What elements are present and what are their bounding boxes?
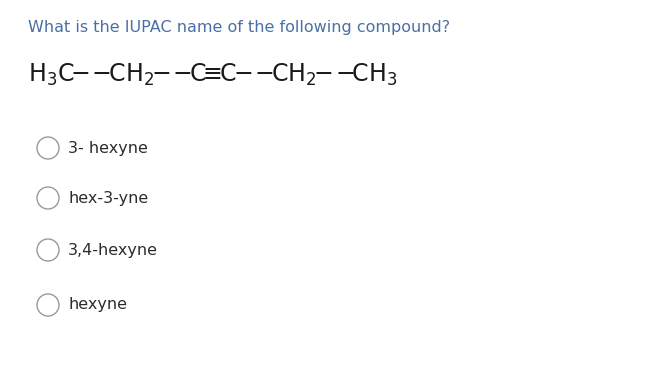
- Text: What is the IUPAC name of the following compound?: What is the IUPAC name of the following …: [28, 20, 450, 35]
- Text: hexyne: hexyne: [68, 297, 127, 313]
- Text: 3,4-hexyne: 3,4-hexyne: [68, 242, 158, 258]
- Text: 3- hexyne: 3- hexyne: [68, 141, 148, 155]
- Text: hex-3-yne: hex-3-yne: [68, 191, 148, 205]
- Text: $\mathsf{H_3C\!\!-\!\!-\!\!CH_2\!\!-\!\!-\!\!C\!\!\equiv\!\! C\!\!-\!\!-\!\!CH_2: $\mathsf{H_3C\!\!-\!\!-\!\!CH_2\!\!-\!\!…: [28, 62, 397, 88]
